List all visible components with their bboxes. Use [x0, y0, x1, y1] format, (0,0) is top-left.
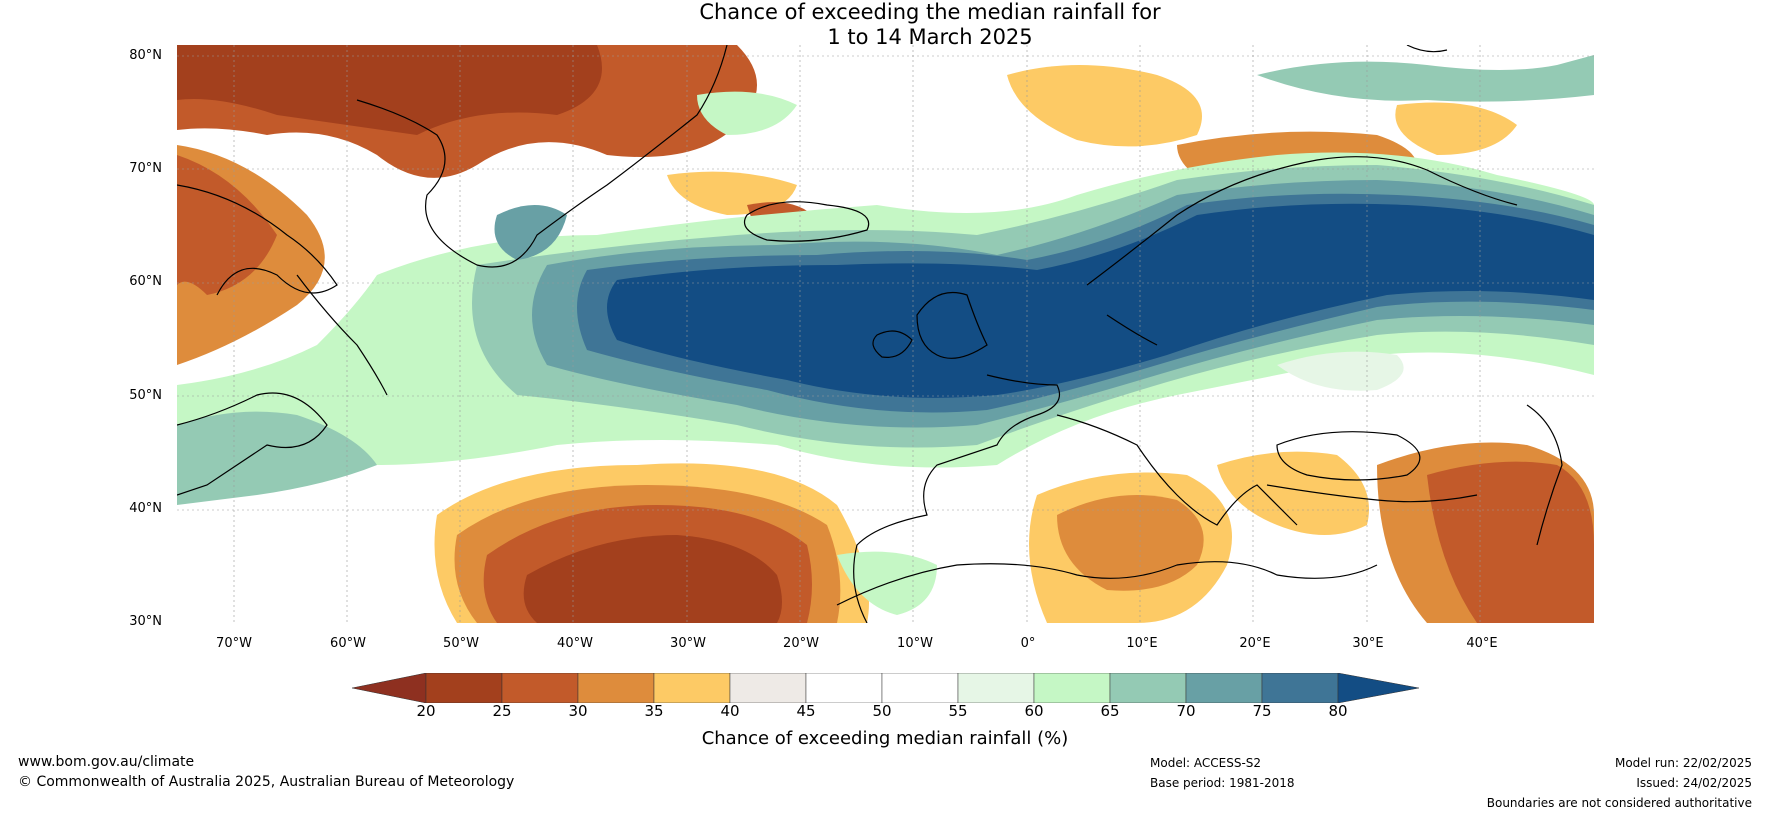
map-title: Chance of exceeding the median rainfall … — [0, 0, 1770, 50]
issued-text: Issued: 24/02/2025 — [1636, 776, 1752, 790]
colorbar — [351, 672, 1420, 704]
lat-label-30n: 30°N — [129, 614, 162, 629]
colorbar-tick: 80 — [1328, 702, 1348, 720]
lat-label-50n: 50°N — [129, 388, 162, 403]
lon-label-40e: 40°E — [1466, 636, 1498, 651]
map-title-line1: Chance of exceeding the median rainfall … — [699, 0, 1161, 24]
colorbar-tick: 45 — [796, 702, 816, 720]
lon-label-30w: 30°W — [670, 636, 706, 651]
rainfall-map — [177, 45, 1594, 623]
lon-label-20e: 20°E — [1239, 636, 1271, 651]
wet-regions — [177, 55, 1594, 615]
colorbar-tick: 70 — [1176, 702, 1196, 720]
colorbar-tick: 20 — [416, 702, 436, 720]
colorbar-tick: 40 — [720, 702, 740, 720]
lon-label-0: 0° — [1020, 636, 1036, 651]
lon-label-20w: 20°W — [783, 636, 819, 651]
colorbar-tick: 30 — [568, 702, 588, 720]
colorbar-label: Chance of exceeding median rainfall (%) — [701, 728, 1069, 749]
model-run-text: Model run: 22/02/2025 — [1614, 756, 1752, 770]
lon-label-60w: 60°W — [330, 636, 366, 651]
colorbar-tick: 25 — [492, 702, 512, 720]
lon-label-30e: 30°E — [1352, 636, 1384, 651]
lon-label-50w: 50°W — [443, 636, 479, 651]
lat-label-60n: 60°N — [129, 274, 162, 289]
lon-label-10w: 10°W — [897, 636, 933, 651]
colorbar-tick: 35 — [644, 702, 664, 720]
lat-label-70n: 70°N — [129, 161, 162, 176]
colorbar-tick: 75 — [1252, 702, 1272, 720]
model-text: Model: ACCESS-S2 — [1150, 756, 1262, 770]
base-period-text: Base period: 1981-2018 — [1150, 776, 1295, 790]
website-text: www.bom.gov.au/climate — [18, 754, 195, 770]
graticule — [177, 45, 1594, 623]
lon-label-40w: 40°W — [557, 636, 593, 651]
colorbar-tick: 65 — [1100, 702, 1120, 720]
copyright-text: © Commonwealth of Australia 2025, Austra… — [18, 774, 515, 790]
colorbar-tick: 55 — [948, 702, 968, 720]
colorbar-tick: 50 — [872, 702, 892, 720]
colorbar-tick: 60 — [1024, 702, 1044, 720]
lat-label-80n: 80°N — [129, 48, 162, 63]
colorbar-svg — [351, 672, 1420, 704]
lon-label-70w: 70°W — [216, 636, 252, 651]
lon-label-10e: 10°E — [1126, 636, 1158, 651]
rainfall-map-canvas — [177, 45, 1594, 623]
lat-label-40n: 40°N — [129, 501, 162, 516]
coastlines — [177, 45, 1563, 623]
disclaimer-text: Boundaries are not considered authoritat… — [1486, 796, 1752, 810]
